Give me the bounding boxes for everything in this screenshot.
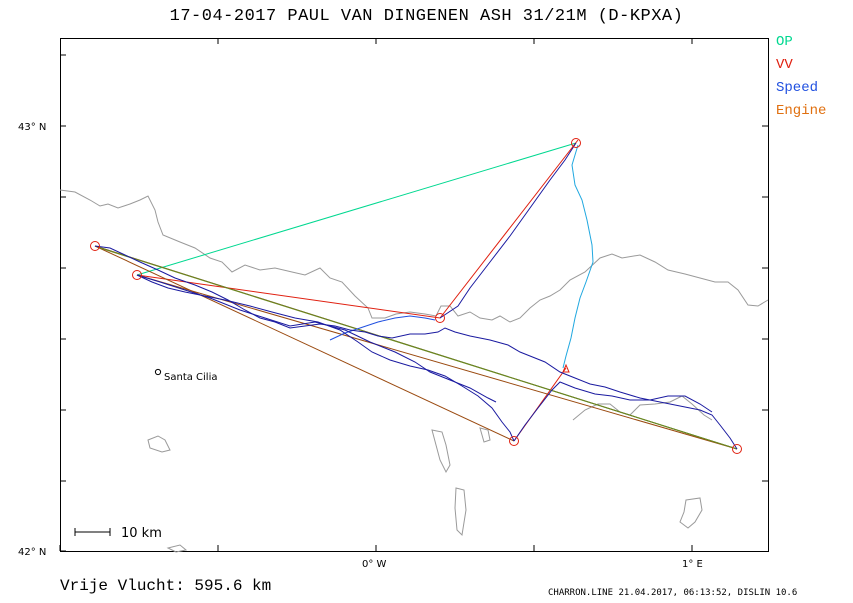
lat-label-43: 43° N (18, 122, 46, 133)
place-label: Santa Cilia (164, 372, 218, 383)
engine-route-4 (99, 247, 738, 450)
speed-track (94, 245, 738, 450)
terrain-outlines (147, 427, 703, 553)
legend-vv: VV (776, 57, 793, 73)
map-frame (60, 38, 769, 552)
speed-track-3 (439, 142, 577, 319)
speed-track-light (562, 144, 594, 369)
border-line (59, 189, 769, 323)
turnpoints (90, 138, 742, 454)
vv-route (136, 139, 579, 319)
river-line (572, 395, 713, 421)
distance-readout: Vrije Vlucht: 595.6 km (60, 577, 272, 595)
speed-track-4 (136, 274, 515, 442)
engine-route (94, 245, 515, 442)
place-marker-icon (154, 368, 162, 376)
engine-route-2 (136, 274, 738, 450)
scale-bar (74, 528, 111, 536)
speed-track-5 (513, 381, 713, 442)
lon-label-1e: 1° E (682, 559, 703, 570)
bottom-ticks (59, 38, 693, 551)
left-ticks (60, 54, 768, 552)
landing-triangle (562, 363, 570, 373)
legend-op: OP (776, 34, 793, 50)
speed-track-light-2 (329, 315, 436, 341)
op-route (136, 142, 577, 276)
map-title: 17-04-2017 PAUL VAN DINGENEN ASH 31/21M … (169, 7, 684, 26)
lat-label-42: 42° N (18, 547, 46, 558)
footer-info: CHARRON.LINE 21.04.2017, 06:13:52, DISLI… (548, 588, 798, 598)
legend-engine: Engine (776, 103, 827, 119)
lon-label-0w: 0° W (362, 559, 387, 570)
scale-label: 10 km (121, 526, 162, 541)
legend-speed: Speed (776, 80, 819, 96)
